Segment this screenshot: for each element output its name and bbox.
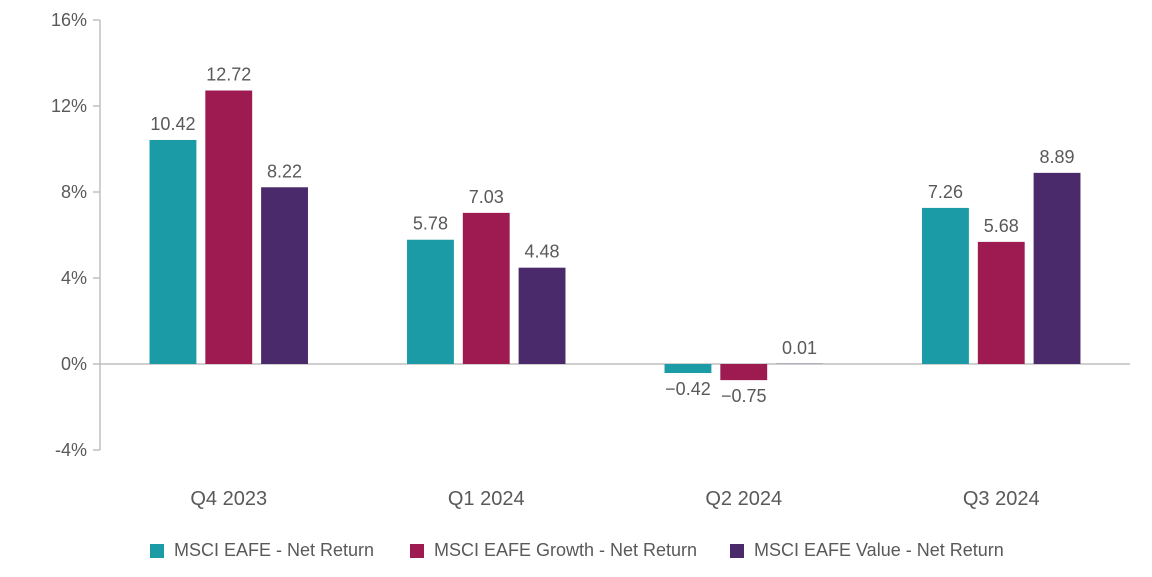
x-category-label: Q2 2024 <box>705 488 782 510</box>
y-tick-label: -4% <box>55 440 87 460</box>
bar-value-label: −0.42 <box>665 379 711 399</box>
bar-value-label: 4.48 <box>525 242 560 262</box>
bar-value-label: 8.89 <box>1040 147 1075 167</box>
bar <box>978 242 1025 364</box>
bar-chart: -4% 0% 4% 8% 12% 16% 10.42 12.72 8.22 Q4 2023 5.78… <box>0 0 1152 577</box>
bar-value-label: −0.75 <box>721 386 767 406</box>
bar <box>261 187 308 364</box>
bar <box>1034 173 1081 364</box>
bar-value-label: 5.68 <box>984 216 1019 236</box>
bar-value-label: 0.01 <box>782 338 817 358</box>
bar <box>922 208 969 364</box>
bar <box>205 91 252 364</box>
bar <box>407 240 454 364</box>
y-tick-label: 0% <box>61 354 87 374</box>
x-category-label: Q4 2023 <box>190 488 267 510</box>
bar-value-label: 5.78 <box>413 214 448 234</box>
y-tick-label: 8% <box>61 182 87 202</box>
y-tick-label: 16% <box>51 10 87 30</box>
bar <box>665 364 712 373</box>
legend-swatch <box>150 544 164 558</box>
bar <box>720 364 767 380</box>
bar-value-label: 12.72 <box>206 65 251 85</box>
bar-value-label: 7.03 <box>469 187 504 207</box>
y-tick-label: 4% <box>61 268 87 288</box>
bar-value-label: 7.26 <box>928 182 963 202</box>
x-category-label: Q1 2024 <box>448 488 525 510</box>
bar <box>519 268 566 364</box>
bar <box>463 213 510 364</box>
legend-label: MSCI EAFE Value - Net Return <box>754 540 1004 560</box>
bar-value-label: 10.42 <box>150 114 195 134</box>
legend-swatch <box>410 544 424 558</box>
legend-label: MSCI EAFE Growth - Net Return <box>434 540 697 560</box>
bar-value-label: 8.22 <box>267 161 302 181</box>
x-category-label: Q3 2024 <box>963 488 1040 510</box>
y-tick-label: 12% <box>51 96 87 116</box>
bar <box>150 140 197 364</box>
legend-swatch <box>730 544 744 558</box>
legend-label: MSCI EAFE - Net Return <box>174 540 374 560</box>
